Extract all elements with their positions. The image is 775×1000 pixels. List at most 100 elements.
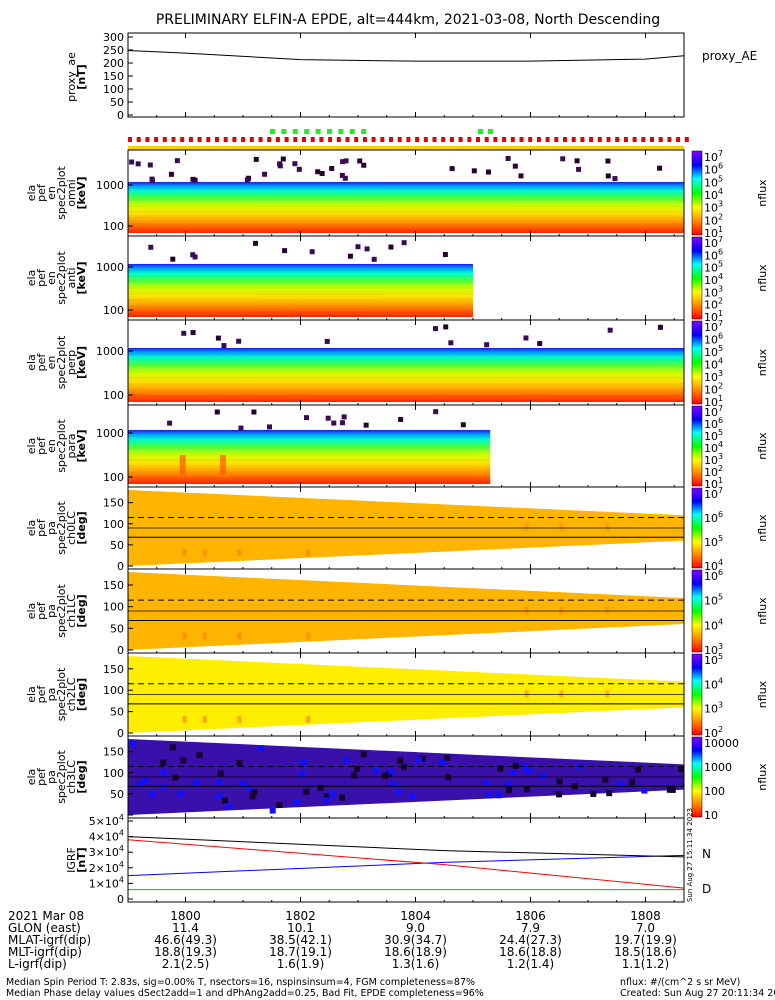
green-status-dot	[292, 129, 298, 134]
tick-base: 10	[704, 430, 718, 443]
pitch-angle-cell	[142, 777, 149, 784]
tick-exponent: 5	[718, 260, 723, 269]
pitch-angle-cell	[629, 779, 636, 786]
igrf-series-line	[127, 839, 685, 889]
red-status-dot	[206, 137, 211, 142]
y-axis-label-line: perp	[65, 350, 78, 375]
colorbar-tick-label: 107	[704, 319, 723, 334]
pitch-angle-cell	[360, 751, 367, 758]
spectrogram-hotspot	[179, 455, 186, 475]
tick-exponent: 6	[718, 247, 723, 256]
red-status-dot	[641, 137, 646, 142]
sparse-pixel	[657, 324, 663, 330]
y-axis-label-line: ch3LC	[65, 760, 78, 794]
red-status-dot	[188, 137, 193, 142]
sparse-pixel	[324, 338, 330, 344]
red-status-dot	[249, 137, 254, 142]
pitch-angle-cell	[217, 770, 224, 777]
y-tick-label: 5×104	[89, 813, 124, 828]
tick-base: 10	[704, 442, 718, 455]
red-status-dot	[606, 137, 611, 142]
tick-exponent: 4	[718, 617, 723, 626]
sparse-pixel	[147, 162, 153, 168]
yellow-status-bar	[128, 146, 684, 150]
sparse-pixel	[253, 156, 259, 162]
sparse-pixel	[149, 176, 155, 182]
y-axis-label-line: spec2plot	[55, 667, 68, 721]
y-tick-label: 50	[110, 706, 124, 719]
colorbar-tick-label: 105	[704, 428, 723, 443]
y-tick-label: 50	[110, 539, 124, 552]
red-status-dot	[171, 137, 176, 142]
red-status-dot	[362, 137, 367, 142]
pitch-angle-cell	[602, 776, 609, 783]
energy-spectrogram-1: 1000100elapefenspec2plotanti[keV]1071061…	[25, 235, 769, 324]
colorbar-tick-label: 105	[704, 534, 723, 549]
pitch-angle-hotspot	[306, 632, 311, 640]
y-tick-label: 3×104	[89, 844, 124, 859]
sparse-pixel	[361, 162, 367, 168]
tick-base: 10	[704, 570, 718, 583]
tick-base: 1000	[704, 761, 732, 774]
y-axis-label-line: [keV]	[75, 429, 88, 462]
colorbar-tick-label: 104	[704, 187, 723, 202]
colorbar-tick-label: 103	[704, 701, 723, 716]
tick-exponent: 3	[718, 452, 723, 461]
red-status-dot	[258, 137, 263, 142]
pitch-angle-cell	[236, 759, 243, 766]
tick-exponent: 3	[718, 200, 723, 209]
tick-exponent: 4	[718, 357, 723, 366]
sparse-pixel	[168, 171, 174, 177]
footer-cell: 18.8(19.3)	[154, 945, 217, 959]
colorbar-tick-label: 102	[704, 382, 723, 397]
colorbar-label: nflux	[756, 763, 769, 791]
sparse-pixel	[251, 409, 257, 415]
pitch-angle-cell	[641, 787, 648, 794]
footer-cell: 46.6(49.3)	[154, 933, 217, 947]
colorbar-label: nflux	[756, 264, 769, 292]
pitch-angle-panel-1: 150100500elapefpaspec2plotch1LC[deg]1061…	[25, 568, 769, 657]
sparse-pixel	[607, 327, 613, 333]
sparse-pixel	[262, 171, 268, 177]
tick-base: 10	[704, 237, 718, 250]
y-axis-label-line: pef	[35, 183, 48, 202]
pitch-angle-cell	[539, 773, 546, 780]
footer-cell: 1800	[170, 909, 201, 923]
footer-row-label: 2021 Mar 08	[8, 909, 84, 923]
pitch-angle-hotspot	[559, 523, 564, 531]
proxy-ae-series-label: proxy_AE	[702, 49, 757, 63]
pitch-angle-cell	[298, 770, 305, 777]
tick-base: 10	[704, 536, 718, 549]
tick-exponent: 7	[718, 319, 723, 328]
figure-title: PRELIMINARY ELFIN-A EPDE, alt=444km, 202…	[156, 12, 660, 28]
green-status-dot	[478, 129, 483, 134]
y-tick-label: 4×104	[89, 829, 124, 844]
colorbar-tick-label: 101	[704, 476, 723, 491]
red-status-dot	[528, 137, 533, 142]
colorbar	[691, 405, 703, 487]
pitch-angle-cell	[510, 769, 517, 776]
tick-base: 10	[704, 164, 718, 177]
tick-base: 10	[704, 189, 718, 202]
pitch-angle-hotspot	[524, 690, 529, 698]
y-tick-label: 100	[103, 518, 124, 531]
tick-exponent: 1	[718, 476, 723, 485]
tick-base: 10	[704, 249, 718, 262]
footer-cell: 18.5(18.6)	[614, 945, 677, 959]
green-status-dot	[361, 129, 367, 134]
sparse-pixel	[605, 173, 611, 179]
footer-cell: 7.0	[636, 921, 655, 935]
y-tick-label: 0	[117, 109, 124, 122]
tick-base: 1×10	[89, 877, 119, 890]
footer-cell: 2.1(2.5)	[162, 957, 210, 971]
y-tick-label: 100	[103, 389, 124, 402]
tick-base: 10	[704, 176, 718, 189]
colorbar-tick-label: 104	[704, 558, 723, 573]
colorbar-tick-label: 107	[704, 404, 723, 419]
y-axis-label-line: pef	[35, 767, 48, 786]
colorbar-label: nflux	[756, 680, 769, 708]
colorbar	[691, 236, 703, 320]
pitch-angle-cell	[322, 797, 329, 804]
red-status-dot	[223, 137, 228, 142]
